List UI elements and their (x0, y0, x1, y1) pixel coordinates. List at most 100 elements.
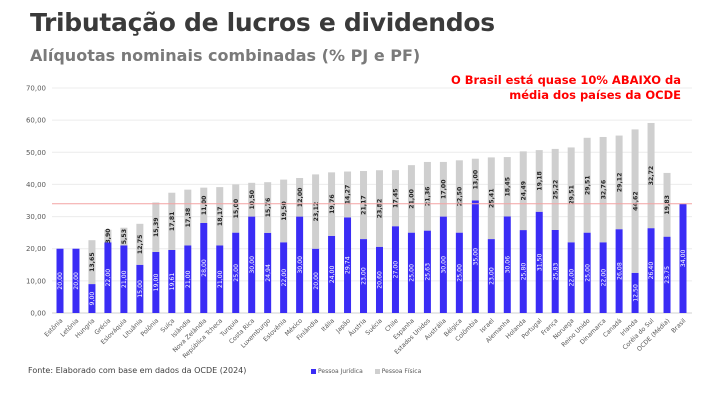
data-label-pj: 28,00 (201, 259, 208, 277)
data-label-pf: 32,76 (600, 180, 607, 200)
bar-pj (519, 230, 527, 313)
bar-pj (423, 230, 431, 313)
bar-pj (503, 216, 511, 313)
bar-pf (104, 229, 112, 243)
bar-pf (344, 171, 352, 218)
data-label-pf: 29,51 (584, 175, 591, 195)
bar-pf (216, 187, 224, 246)
bar-pf (631, 129, 639, 273)
bar-pj (280, 242, 288, 313)
data-label-pj: 30,00 (249, 256, 256, 274)
data-label-pj: 30,00 (297, 256, 304, 274)
data-label-pj: 19,00 (153, 274, 160, 292)
page-title: Tributação de lucros e dividendos (30, 8, 495, 37)
bar-pj (248, 216, 256, 313)
data-label-pj: 20,00 (73, 272, 80, 290)
y-axis: 0,00 10,00 20,00 30,00 40,00 50,00 60,00 70,00 (26, 85, 46, 318)
y-tick-label: 30,00 (26, 213, 46, 221)
data-label-pf: 29,12 (616, 173, 623, 193)
bar-pj (583, 232, 591, 313)
data-label-pj: 20,60 (377, 271, 384, 289)
bar-pj (647, 228, 655, 313)
legend-item-pj: Pessoa Jurídica (311, 368, 363, 375)
data-label-pf: 14,27 (345, 185, 352, 205)
bar-pj (391, 226, 399, 313)
bar-pf (535, 150, 543, 212)
legend: Pessoa Jurídica Pessoa Física (311, 368, 421, 375)
data-label-pj: 22,00 (600, 269, 607, 287)
x-tick-label: Suécia (364, 317, 384, 337)
data-label-pf: 17,45 (393, 188, 400, 208)
x-axis: EstôniaLetôniaHungriaGréciaEslováquiaLit… (43, 316, 688, 360)
bar-pf (184, 189, 192, 246)
data-label-pj: 29,74 (345, 256, 352, 274)
data-label-pj: 22,00 (568, 269, 575, 287)
bar-pj (216, 245, 224, 313)
data-label-pf: 10,50 (249, 189, 256, 209)
data-label-pf: 32,72 (648, 166, 655, 186)
bar-pf (599, 136, 607, 243)
bar-pf (88, 240, 96, 285)
bar-pf (120, 227, 128, 246)
chart-subtitle: Alíquotas nominais combinadas (% PJ e PF… (30, 46, 421, 65)
data-label-pf: 21,17 (361, 195, 368, 215)
data-label-pf: 44,62 (632, 191, 639, 211)
data-label-pf: 17,81 (169, 212, 176, 232)
data-label-pj: 23,00 (361, 267, 368, 285)
bar-pj (344, 217, 352, 313)
data-label-pf: 12,75 (137, 235, 144, 255)
bar-pf (264, 182, 272, 233)
data-label-pf: 15,39 (153, 217, 160, 237)
bar-pf (503, 157, 511, 217)
bar-pj (471, 200, 479, 313)
data-label-pj: 21,00 (217, 270, 224, 288)
bar-pj (375, 246, 383, 313)
bar-pf (663, 172, 671, 237)
bar-pf (487, 157, 495, 240)
data-label-pf: 24,49 (520, 181, 527, 201)
bar-pf (232, 184, 240, 233)
bar-pj (407, 232, 415, 313)
bar-pj (88, 284, 96, 313)
bar-pj (296, 216, 304, 313)
bar-pj (631, 272, 639, 313)
data-label-pf: 11,00 (201, 195, 208, 215)
data-label-pf: 13,65 (89, 252, 96, 272)
data-label-pf: 19,18 (536, 171, 543, 191)
bar-pj (679, 203, 687, 313)
data-label-pf: 21,00 (409, 188, 416, 208)
bar-pf (280, 179, 288, 243)
bar-pf (375, 170, 383, 247)
source-note: Fonte: Elaborado com base em dados da OC… (28, 366, 247, 375)
bar-pj (200, 223, 208, 313)
data-label-pf: 5,53 (121, 229, 128, 244)
y-tick-label: 10,00 (26, 277, 46, 285)
data-label-pj: 25,80 (520, 263, 527, 281)
bar-pf (360, 171, 368, 240)
bar-pj (328, 235, 336, 313)
bars: 20,00 20,00 13,65 9,00 3,90 22,00 5,53 21,00 12,… (56, 122, 687, 313)
note-line-1: O Brasil está quase 10% ABAIXO da (450, 73, 681, 87)
x-tick-label: Itália (320, 317, 337, 334)
data-label-pf: 25,41 (489, 188, 496, 208)
data-label-pf: 19,83 (664, 195, 671, 215)
bar-pf (168, 192, 176, 250)
data-label-pf: 18,17 (217, 207, 224, 227)
bar-pj (615, 229, 623, 313)
bar-pf (136, 223, 144, 265)
bar-pj (567, 242, 575, 313)
y-tick-label: 20,00 (26, 245, 46, 253)
bar-pf (248, 182, 256, 217)
legend-swatch-pj (311, 369, 316, 374)
gridlines (52, 87, 692, 314)
bar-pf (455, 160, 463, 233)
data-label-pf: 17,38 (185, 208, 192, 228)
data-label-pj: 22,00 (105, 269, 112, 287)
bar-pj (152, 251, 160, 313)
bar-pj (487, 239, 495, 313)
legend-swatch-pf (374, 369, 380, 374)
legend-item-pf: Pessoa Física (374, 368, 421, 375)
bar-pj (72, 248, 80, 313)
data-label-pf: 18,45 (504, 177, 511, 197)
